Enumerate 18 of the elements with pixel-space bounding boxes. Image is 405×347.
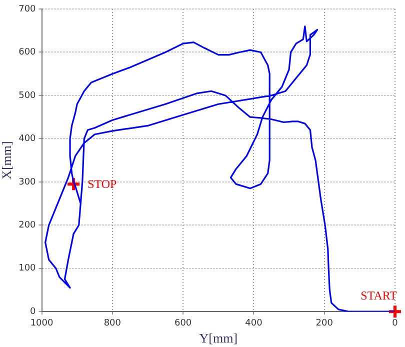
- y-tick-label: 700: [18, 4, 36, 14]
- y-axis-title: X[mm]: [0, 141, 14, 180]
- y-tick-label: 400: [18, 134, 36, 144]
- x-tick-label: 600: [174, 318, 192, 328]
- x-tick-label: 400: [245, 318, 263, 328]
- y-tick-label: 200: [18, 220, 36, 230]
- x-tick-label: 0: [392, 318, 398, 328]
- x-axis-title: Y[mm]: [199, 330, 238, 346]
- y-tick-label: 500: [18, 90, 36, 101]
- annotation: STOP: [88, 177, 118, 192]
- y-tick-label: 600: [18, 48, 36, 58]
- annotation: START: [360, 288, 398, 303]
- y-tick-label: 100: [18, 264, 36, 274]
- x-tick-label: 800: [104, 318, 122, 328]
- x-tick-label: 200: [316, 318, 334, 328]
- x-tick-label: 1000: [30, 318, 54, 328]
- y-tick-label: 0: [30, 306, 36, 317]
- y-tick-label: 300: [18, 177, 36, 188]
